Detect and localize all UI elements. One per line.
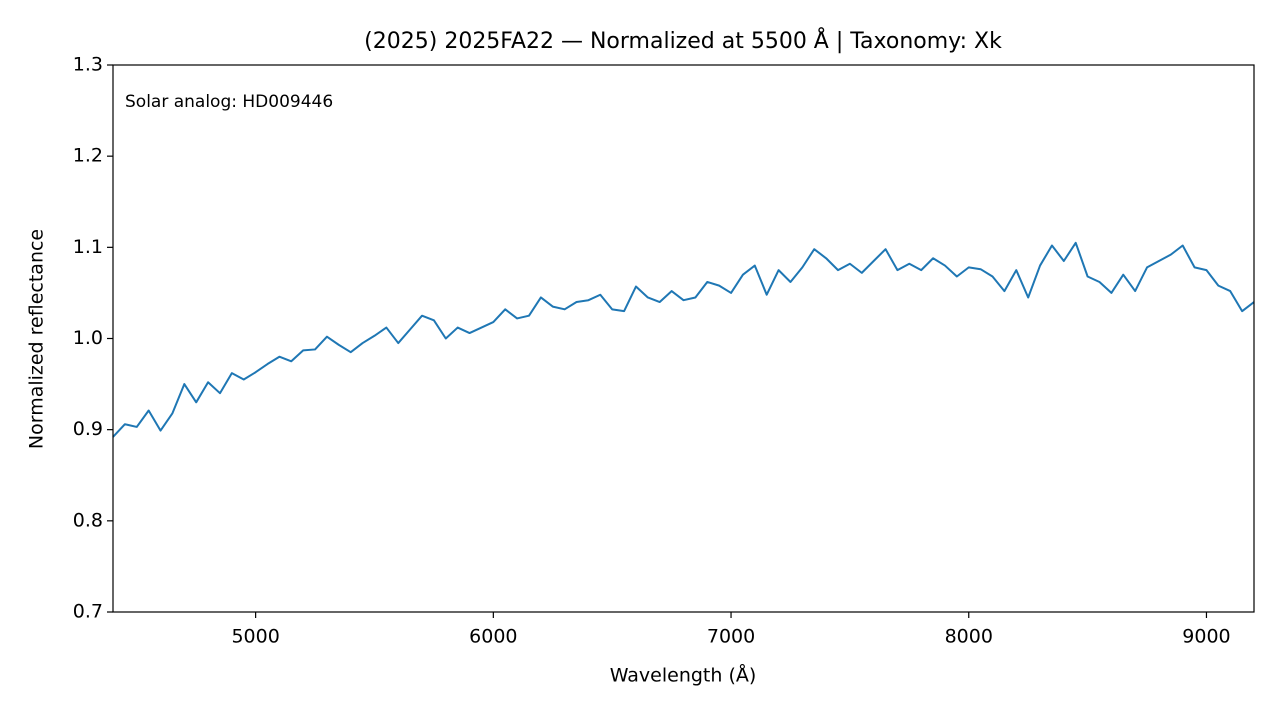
x-tick-label: 8000 [945,626,993,648]
x-tick-label: 5000 [231,626,279,648]
x-tick-label: 9000 [1182,626,1230,648]
y-tick-label: 0.8 [73,509,103,531]
x-tick-label: 6000 [469,626,517,648]
spectrum-line [112,241,1255,438]
y-tick-label: 0.9 [73,418,103,440]
chart-title: (2025) 2025FA22 — Normalized at 5500 Å |… [364,27,1002,54]
y-tick-label: 1.3 [73,54,103,76]
x-tick-label: 7000 [707,626,755,648]
y-axis-label: Normalized reflectance [26,229,48,449]
y-tick-label: 1.1 [73,236,103,258]
plot-frame [112,64,1255,613]
x-axis-label: Wavelength (Å) [610,664,757,687]
y-tick-label: 1.0 [73,327,103,349]
y-tick-label: 1.2 [73,145,103,167]
annotation: Solar analog: HD009446 [125,92,333,112]
y-tick-label: 0.7 [73,601,103,623]
